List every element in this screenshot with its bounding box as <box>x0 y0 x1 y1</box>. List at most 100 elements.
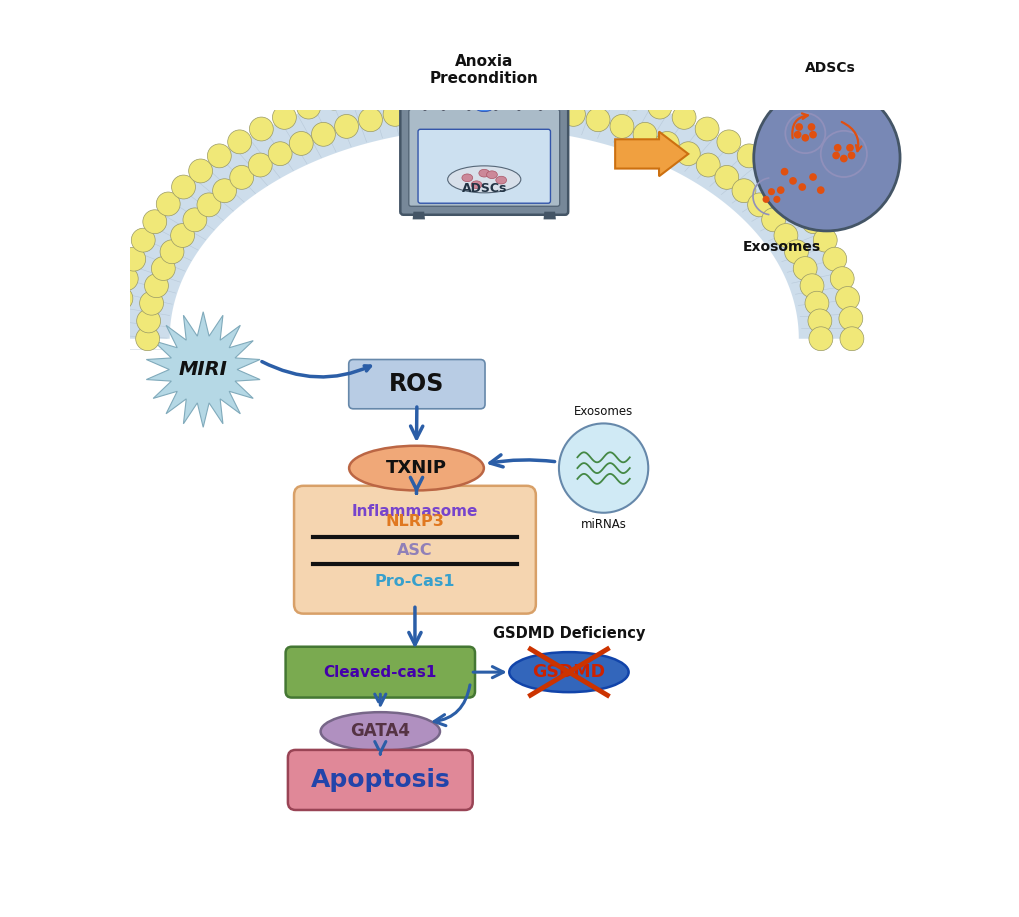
Circle shape <box>816 186 823 194</box>
Circle shape <box>114 267 138 291</box>
Circle shape <box>832 151 840 160</box>
Circle shape <box>334 115 358 138</box>
Circle shape <box>272 105 297 129</box>
Circle shape <box>596 79 620 103</box>
Circle shape <box>408 98 432 122</box>
Ellipse shape <box>508 652 628 692</box>
Text: Cleaved-cas1: Cleaved-cas1 <box>323 665 436 679</box>
Circle shape <box>542 68 566 92</box>
Circle shape <box>121 248 146 271</box>
Circle shape <box>714 165 738 189</box>
Circle shape <box>106 306 129 330</box>
FancyArrow shape <box>614 132 688 176</box>
Circle shape <box>696 153 719 177</box>
Circle shape <box>829 267 853 291</box>
Circle shape <box>789 177 796 184</box>
Circle shape <box>647 95 672 119</box>
Circle shape <box>833 144 841 151</box>
FancyBboxPatch shape <box>418 129 550 204</box>
Circle shape <box>207 144 231 168</box>
Text: ASC: ASC <box>396 543 432 558</box>
Circle shape <box>311 122 335 146</box>
Circle shape <box>753 84 899 231</box>
Text: miRNAs: miRNAs <box>580 518 626 531</box>
Circle shape <box>297 95 320 119</box>
Circle shape <box>486 63 510 87</box>
Circle shape <box>761 208 785 232</box>
Circle shape <box>516 105 522 111</box>
Ellipse shape <box>475 104 492 112</box>
Circle shape <box>807 123 814 131</box>
Circle shape <box>609 115 633 138</box>
Text: TXNIP: TXNIP <box>385 459 446 477</box>
Ellipse shape <box>320 713 439 751</box>
Circle shape <box>762 196 769 203</box>
Polygon shape <box>146 312 260 427</box>
Circle shape <box>171 175 196 199</box>
Ellipse shape <box>486 171 497 179</box>
Circle shape <box>773 224 797 248</box>
Circle shape <box>561 103 585 127</box>
Text: Pro-Cas1: Pro-Cas1 <box>374 574 454 589</box>
Circle shape <box>633 122 656 146</box>
Circle shape <box>140 292 163 315</box>
Circle shape <box>654 131 679 155</box>
FancyBboxPatch shape <box>348 359 485 409</box>
Circle shape <box>359 108 382 132</box>
Text: Apoptosis: Apoptosis <box>310 768 449 792</box>
Text: NLRP3: NLRP3 <box>385 514 444 529</box>
Circle shape <box>466 105 472 111</box>
Circle shape <box>676 142 700 166</box>
Circle shape <box>511 95 534 119</box>
Circle shape <box>536 98 559 122</box>
Circle shape <box>440 105 446 111</box>
Ellipse shape <box>478 170 489 177</box>
Circle shape <box>212 179 236 203</box>
Circle shape <box>485 94 508 118</box>
Circle shape <box>772 196 780 203</box>
Circle shape <box>289 131 313 155</box>
Circle shape <box>151 257 175 281</box>
Circle shape <box>131 228 155 252</box>
Circle shape <box>430 65 453 89</box>
Text: GSDMD Deficiency: GSDMD Deficiency <box>492 625 644 641</box>
FancyBboxPatch shape <box>285 646 475 698</box>
Circle shape <box>433 95 458 119</box>
FancyBboxPatch shape <box>287 750 472 810</box>
Circle shape <box>229 165 254 189</box>
Circle shape <box>847 151 855 160</box>
Ellipse shape <box>447 166 521 193</box>
Circle shape <box>801 134 808 141</box>
Circle shape <box>537 105 543 111</box>
Circle shape <box>838 306 862 330</box>
Circle shape <box>788 192 811 215</box>
Circle shape <box>105 326 128 350</box>
Circle shape <box>747 193 770 216</box>
Circle shape <box>822 248 846 271</box>
Circle shape <box>772 175 796 199</box>
Circle shape <box>136 326 159 350</box>
Circle shape <box>808 326 832 350</box>
Circle shape <box>156 192 180 215</box>
Circle shape <box>401 68 426 92</box>
Text: Anoxia
Precondition: Anoxia Precondition <box>429 54 538 86</box>
Circle shape <box>189 159 212 182</box>
Circle shape <box>807 309 832 333</box>
Circle shape <box>804 292 828 315</box>
Circle shape <box>109 286 132 311</box>
Circle shape <box>767 188 774 195</box>
Circle shape <box>801 210 824 234</box>
Ellipse shape <box>462 174 472 182</box>
Circle shape <box>570 72 593 96</box>
Circle shape <box>160 240 183 264</box>
Circle shape <box>799 274 823 298</box>
Ellipse shape <box>471 181 481 189</box>
Circle shape <box>143 210 166 234</box>
Text: Inflammasome: Inflammasome <box>352 504 478 519</box>
Circle shape <box>732 179 755 203</box>
Circle shape <box>623 86 646 110</box>
Circle shape <box>776 186 784 194</box>
Circle shape <box>840 155 847 162</box>
Circle shape <box>672 105 695 129</box>
Circle shape <box>197 193 221 216</box>
